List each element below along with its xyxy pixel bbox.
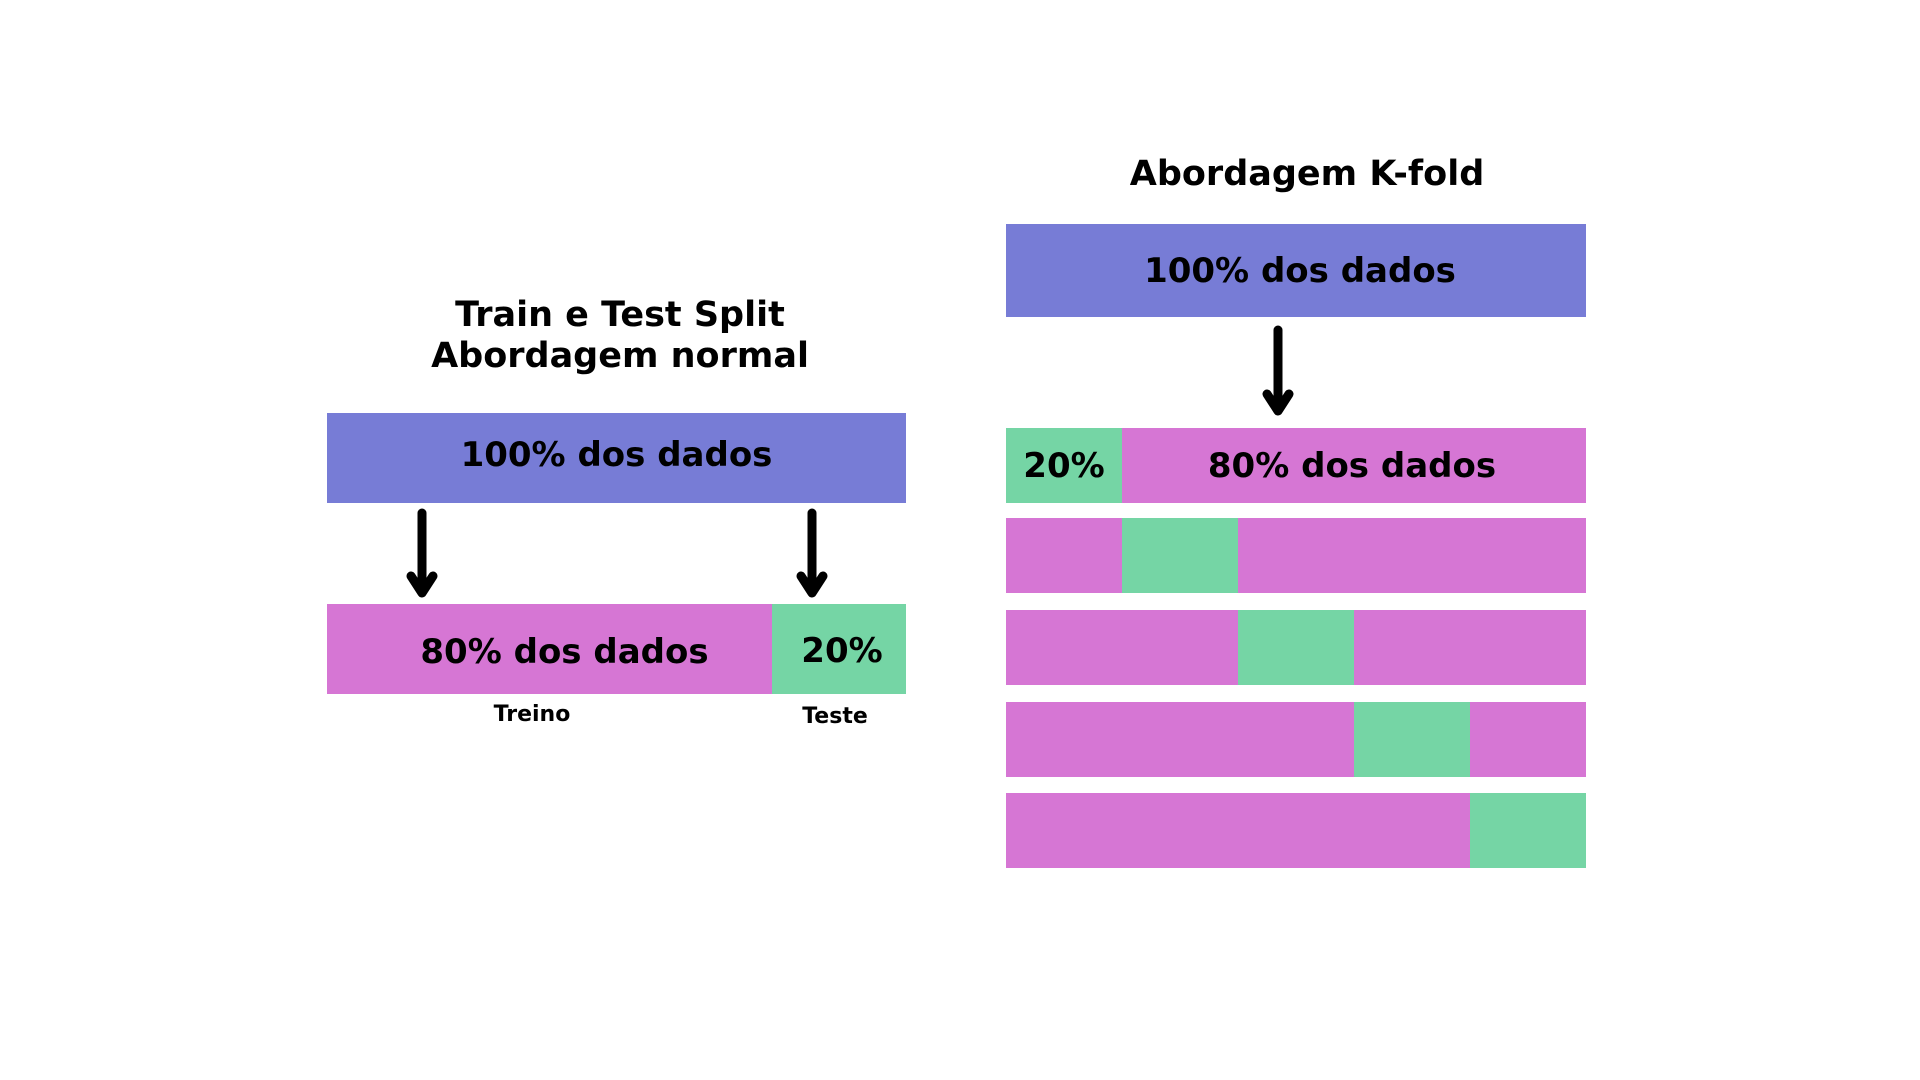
fold-4-train-right <box>1470 702 1586 777</box>
right-total-label: 100% dos dados <box>1144 250 1456 291</box>
arrow-down-left-train <box>406 508 438 598</box>
fold-1-train: 80% dos dados <box>1122 428 1586 503</box>
fold-5-train <box>1006 793 1470 868</box>
fold-1-test: 20% <box>1006 428 1122 503</box>
left-title-line1: Train e Test Split <box>455 295 785 335</box>
fold-2-test <box>1122 518 1238 593</box>
train-caption: Treino <box>493 702 571 727</box>
right-total-bar: 100% dos dados <box>1006 224 1586 317</box>
left-title: Train e Test Split Abordagem normal <box>360 295 880 377</box>
left-total-bar: 100% dos dados <box>327 413 906 503</box>
fold-5-test <box>1470 793 1586 868</box>
fold-4-test <box>1354 702 1470 777</box>
fold-3-test <box>1238 610 1354 685</box>
fold-4-train-left <box>1006 702 1354 777</box>
test-caption: Teste <box>802 704 868 729</box>
arrow-down-right <box>1262 325 1294 416</box>
left-test-bar: 20% <box>772 604 906 694</box>
left-total-label: 100% dos dados <box>460 435 773 475</box>
fold-3-train-left <box>1006 610 1238 685</box>
fold-2-train-right <box>1238 518 1586 593</box>
left-train-bar: 80% dos dados <box>327 604 772 694</box>
fold-1-train-label: 80% dos dados <box>1207 445 1497 486</box>
arrow-down-left-test <box>796 508 828 598</box>
left-title-line2: Abordagem normal <box>431 336 809 376</box>
right-title: Abordagem K-fold <box>1129 154 1485 194</box>
fold-2-train-left <box>1006 518 1122 593</box>
left-test-label: 20% <box>801 631 883 671</box>
left-train-label: 80% dos dados <box>420 632 709 672</box>
fold-3-train-right <box>1354 610 1586 685</box>
fold-1-test-label: 20% <box>1023 445 1105 486</box>
